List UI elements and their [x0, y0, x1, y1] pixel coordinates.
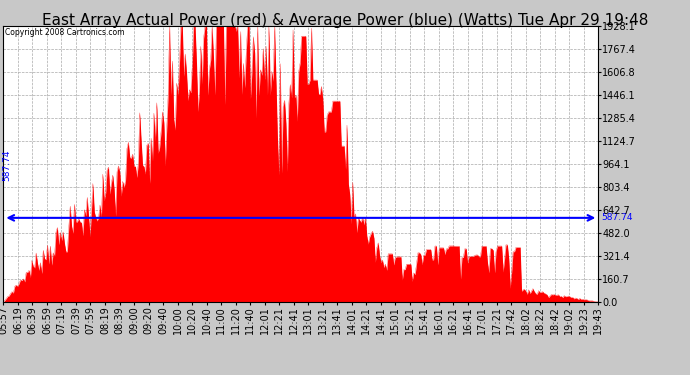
Text: 587.74: 587.74 — [601, 213, 633, 222]
Text: Copyright 2008 Cartronics.com: Copyright 2008 Cartronics.com — [5, 28, 124, 37]
Text: 587.74: 587.74 — [2, 149, 11, 181]
Text: East Array Actual Power (red) & Average Power (blue) (Watts) Tue Apr 29 19:48: East Array Actual Power (red) & Average … — [42, 13, 648, 28]
